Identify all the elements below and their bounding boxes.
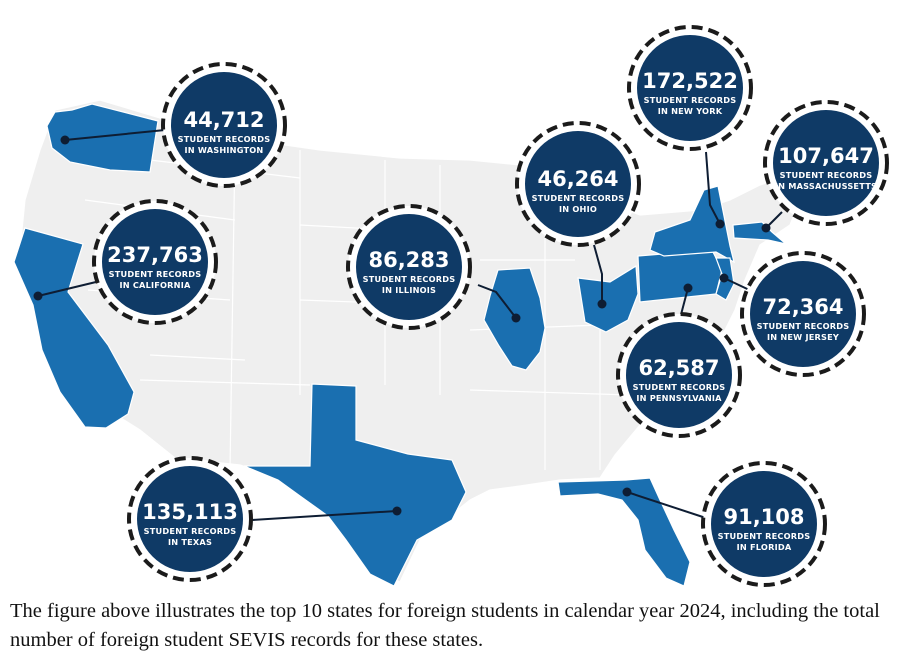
- state-texas: [243, 383, 467, 587]
- badge-florida-count: 91,108: [723, 505, 804, 529]
- badge-new-york: 172,522 STUDENT RECORDS IN NEW YORK: [627, 25, 753, 151]
- badge-illinois-count: 86,283: [368, 248, 449, 272]
- badge-ohio: 46,264 STUDENT RECORDS IN OHIO: [515, 121, 641, 247]
- badge-pennsylvania: 62,587 STUDENT RECORDS IN PENNSYLVANIA: [616, 312, 742, 438]
- badge-ohio-count: 46,264: [537, 167, 618, 191]
- badge-california: 237,763 STUDENT RECORDS IN CALIFORNIA: [92, 199, 218, 325]
- badge-ohio-line1: STUDENT RECORDS: [532, 193, 625, 203]
- figure-caption: The figure above illustrates the top 10 …: [10, 600, 880, 651]
- badge-pennsylvania-count: 62,587: [638, 356, 719, 380]
- badge-new-york-line2: IN NEW YORK: [658, 106, 723, 116]
- badge-texas: 135,113 STUDENT RECORDS IN TEXAS: [127, 456, 253, 582]
- state-ohio: [577, 264, 639, 333]
- badge-florida-line1: STUDENT RECORDS: [718, 531, 811, 541]
- badge-illinois-line2: IN ILLINOIS: [382, 285, 436, 295]
- badge-pennsylvania-line2: IN PENNSYLVANIA: [636, 393, 722, 403]
- badge-california-line2: IN CALIFORNIA: [119, 280, 191, 290]
- state-pennsylvania: [637, 249, 723, 303]
- badge-washington-count: 44,712: [183, 108, 264, 132]
- badge-texas-line1: STUDENT RECORDS: [144, 526, 237, 536]
- badge-texas-line2: IN TEXAS: [168, 537, 212, 547]
- badge-florida-line2: IN FLORIDA: [737, 542, 792, 552]
- us-states-map: 44,712 STUDENT RECORDS IN WASHINGTON 237…: [13, 25, 889, 587]
- badge-new-jersey-count: 72,364: [762, 295, 843, 319]
- leader-lines: [37, 129, 783, 521]
- state-california: [13, 227, 135, 429]
- badge-pennsylvania-line1: STUDENT RECORDS: [633, 382, 726, 392]
- badge-washington-line2: IN WASHINGTON: [185, 145, 264, 155]
- badge-new-york-count: 172,522: [642, 69, 738, 93]
- badge-new-jersey-line2: IN NEW JERSEY: [767, 332, 840, 342]
- badge-massachusetts: 107,647 STUDENT RECORDS IN MASSACHUSSETT…: [763, 100, 889, 226]
- badge-ohio-line2: IN OHIO: [559, 204, 597, 214]
- state-florida: [557, 477, 691, 587]
- badge-washington-line1: STUDENT RECORDS: [178, 134, 271, 144]
- state-washington: [46, 103, 159, 173]
- badge-washington: 44,712 STUDENT RECORDS IN WASHINGTON: [161, 62, 287, 188]
- badge-new-jersey-line1: STUDENT RECORDS: [757, 321, 850, 331]
- badge-california-count: 237,763: [107, 243, 203, 267]
- badge-illinois-line1: STUDENT RECORDS: [363, 274, 456, 284]
- anchor-dots: [33, 135, 771, 516]
- badge-florida: 91,108 STUDENT RECORDS IN FLORIDA: [701, 461, 827, 587]
- badge-texas-count: 135,113: [142, 500, 238, 524]
- badge-new-york-line1: STUDENT RECORDS: [644, 95, 737, 105]
- badge-massachusetts-line2: IN MASSACHUSSETTS: [775, 181, 877, 191]
- badge-california-line1: STUDENT RECORDS: [109, 269, 202, 279]
- badge-new-jersey: 72,364 STUDENT RECORDS IN NEW JERSEY: [740, 251, 866, 377]
- badge-massachusetts-line1: STUDENT RECORDS: [780, 170, 873, 180]
- state-new-york: [649, 185, 735, 264]
- state-massachusetts: [732, 221, 787, 245]
- badge-illinois: 86,283 STUDENT RECORDS IN ILLINOIS: [346, 204, 472, 330]
- badge-massachusetts-count: 107,647: [778, 144, 874, 168]
